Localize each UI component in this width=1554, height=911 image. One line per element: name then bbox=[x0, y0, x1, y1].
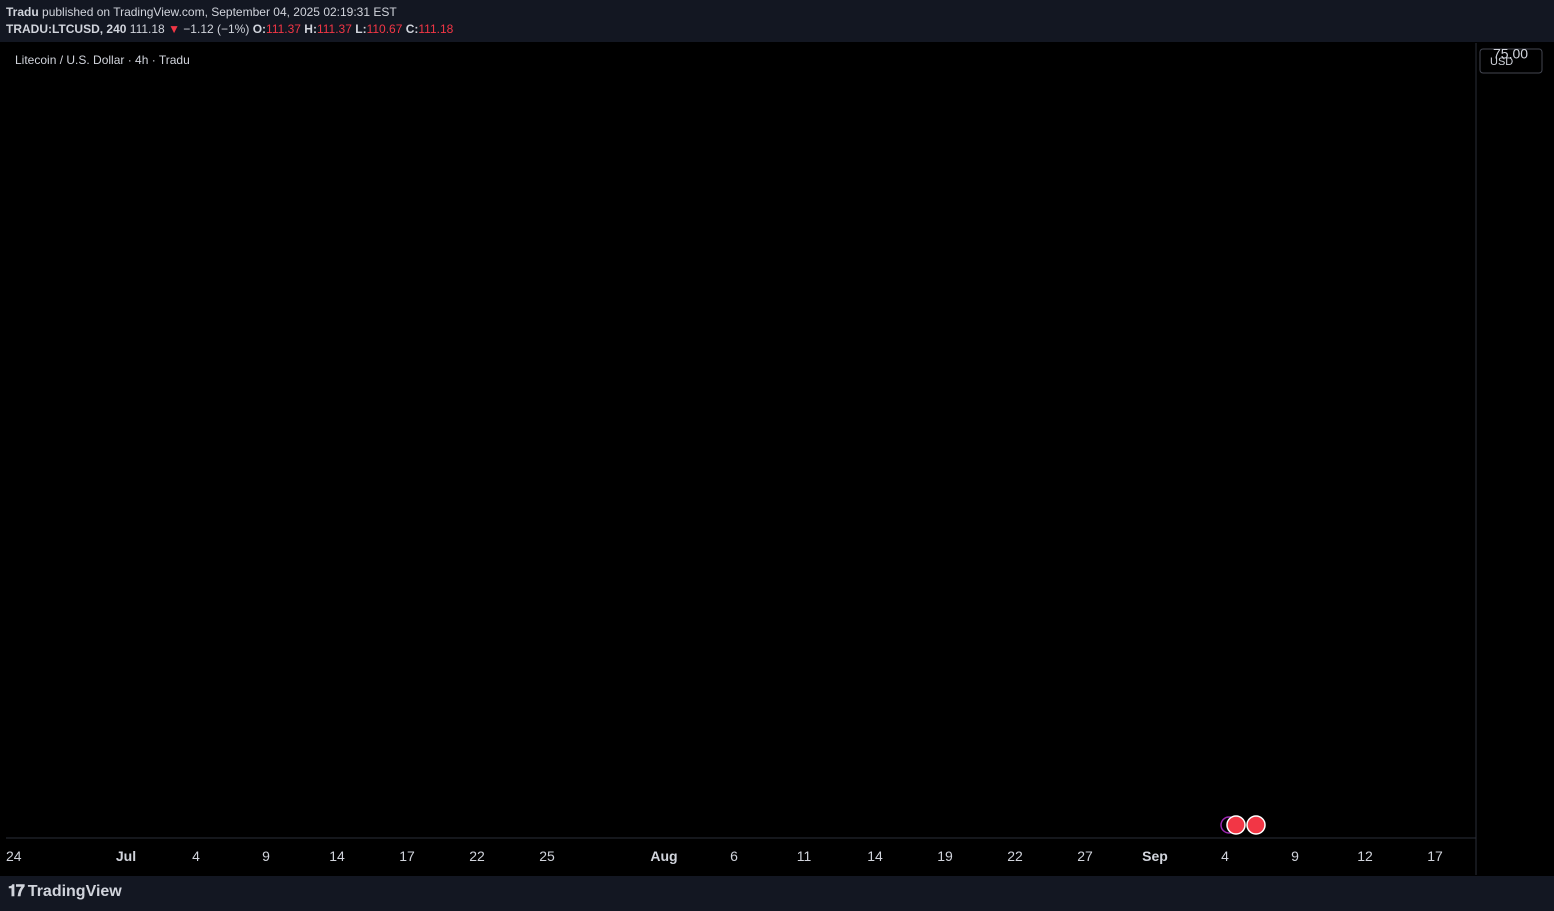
time-tick-label: Jul bbox=[116, 848, 136, 864]
time-tick-label: Aug bbox=[650, 848, 677, 864]
close-label: C: bbox=[405, 22, 419, 36]
time-tick-label: 14 bbox=[867, 848, 883, 864]
time-tick-label: 25 bbox=[539, 848, 555, 864]
time-axis-ticks: 24 Jul 4 9 14 17 22 25 Aug 6 11 14 19 22 27 Sep 4 9 12 17 bbox=[6, 848, 1443, 864]
us-flag-icon[interactable] bbox=[1226, 815, 1246, 835]
publish-header: Tradu published on TradingView.com, Sept… bbox=[0, 0, 1554, 42]
time-tick-label: 19 bbox=[937, 848, 953, 864]
chart-area[interactable]: Litecoin / U.S. Dollar · 4h · Tradu USD … bbox=[6, 0, 1548, 875]
footer-bar bbox=[0, 876, 1554, 911]
tradingview-logo-icon: 𝟏𝟕 bbox=[8, 883, 25, 900]
time-tick-label: 9 bbox=[1291, 848, 1299, 864]
change-text: −1.12 (−1%) bbox=[183, 22, 250, 36]
time-tick-label: 4 bbox=[1221, 848, 1229, 864]
time-tick-label: 27 bbox=[1077, 848, 1093, 864]
publisher-name[interactable]: Tradu bbox=[6, 5, 39, 19]
time-tick-label: 22 bbox=[1007, 848, 1023, 864]
time-tick-label: 22 bbox=[469, 848, 485, 864]
time-tick-label: 4 bbox=[192, 848, 200, 864]
low-label: L: bbox=[355, 22, 367, 36]
time-tick-label: 24 bbox=[6, 848, 22, 864]
price-tick-label: 75.00 bbox=[1493, 46, 1528, 62]
high-label: H: bbox=[304, 22, 317, 36]
symbol-label: TRADU:LTCUSD, 240 bbox=[6, 22, 127, 36]
high-value: 111.37 bbox=[316, 22, 352, 36]
time-tick-label: 11 bbox=[797, 848, 812, 864]
time-tick-label: 17 bbox=[1427, 848, 1443, 864]
tradingview-logo-text: TradingView bbox=[27, 883, 122, 900]
open-value: 111.37 bbox=[266, 22, 301, 36]
time-tick-label: 9 bbox=[262, 848, 270, 864]
us-flag-icon[interactable] bbox=[1246, 815, 1266, 835]
currency-button[interactable] bbox=[1479, 48, 1543, 74]
time-tick-label: 14 bbox=[329, 848, 345, 864]
time-tick-label: 6 bbox=[730, 848, 738, 864]
last-price-text: 111.18 bbox=[129, 22, 165, 36]
low-value: 110.67 bbox=[366, 22, 403, 36]
published-text: published on TradingView.com, September … bbox=[42, 5, 397, 19]
publish-line: Tradu published on TradingView.com, Sept… bbox=[6, 5, 397, 19]
time-tick-label: 17 bbox=[399, 848, 415, 864]
open-label: O: bbox=[252, 22, 267, 36]
chart-background bbox=[6, 43, 1548, 875]
close-value: 111.18 bbox=[418, 22, 454, 36]
quote-line: TRADU:LTCUSD, 240 111.18 ▼ −1.12 (−1%) O… bbox=[6, 22, 453, 36]
price-chart[interactable]: Litecoin / U.S. Dollar · 4h · Tradu USD … bbox=[6, 0, 1548, 875]
currency-button-label[interactable]: USD bbox=[1490, 56, 1513, 68]
time-tick-label: 12 bbox=[1357, 848, 1373, 864]
event-icons[interactable] bbox=[1220, 815, 1266, 835]
time-tick-label: Sep bbox=[1142, 848, 1168, 864]
tradingview-logo[interactable]: 𝟏𝟕 TradingView bbox=[8, 883, 122, 901]
change-arrow-icon: ▼ bbox=[168, 22, 180, 36]
chart-title: Litecoin / U.S. Dollar · 4h · Tradu bbox=[15, 53, 190, 67]
